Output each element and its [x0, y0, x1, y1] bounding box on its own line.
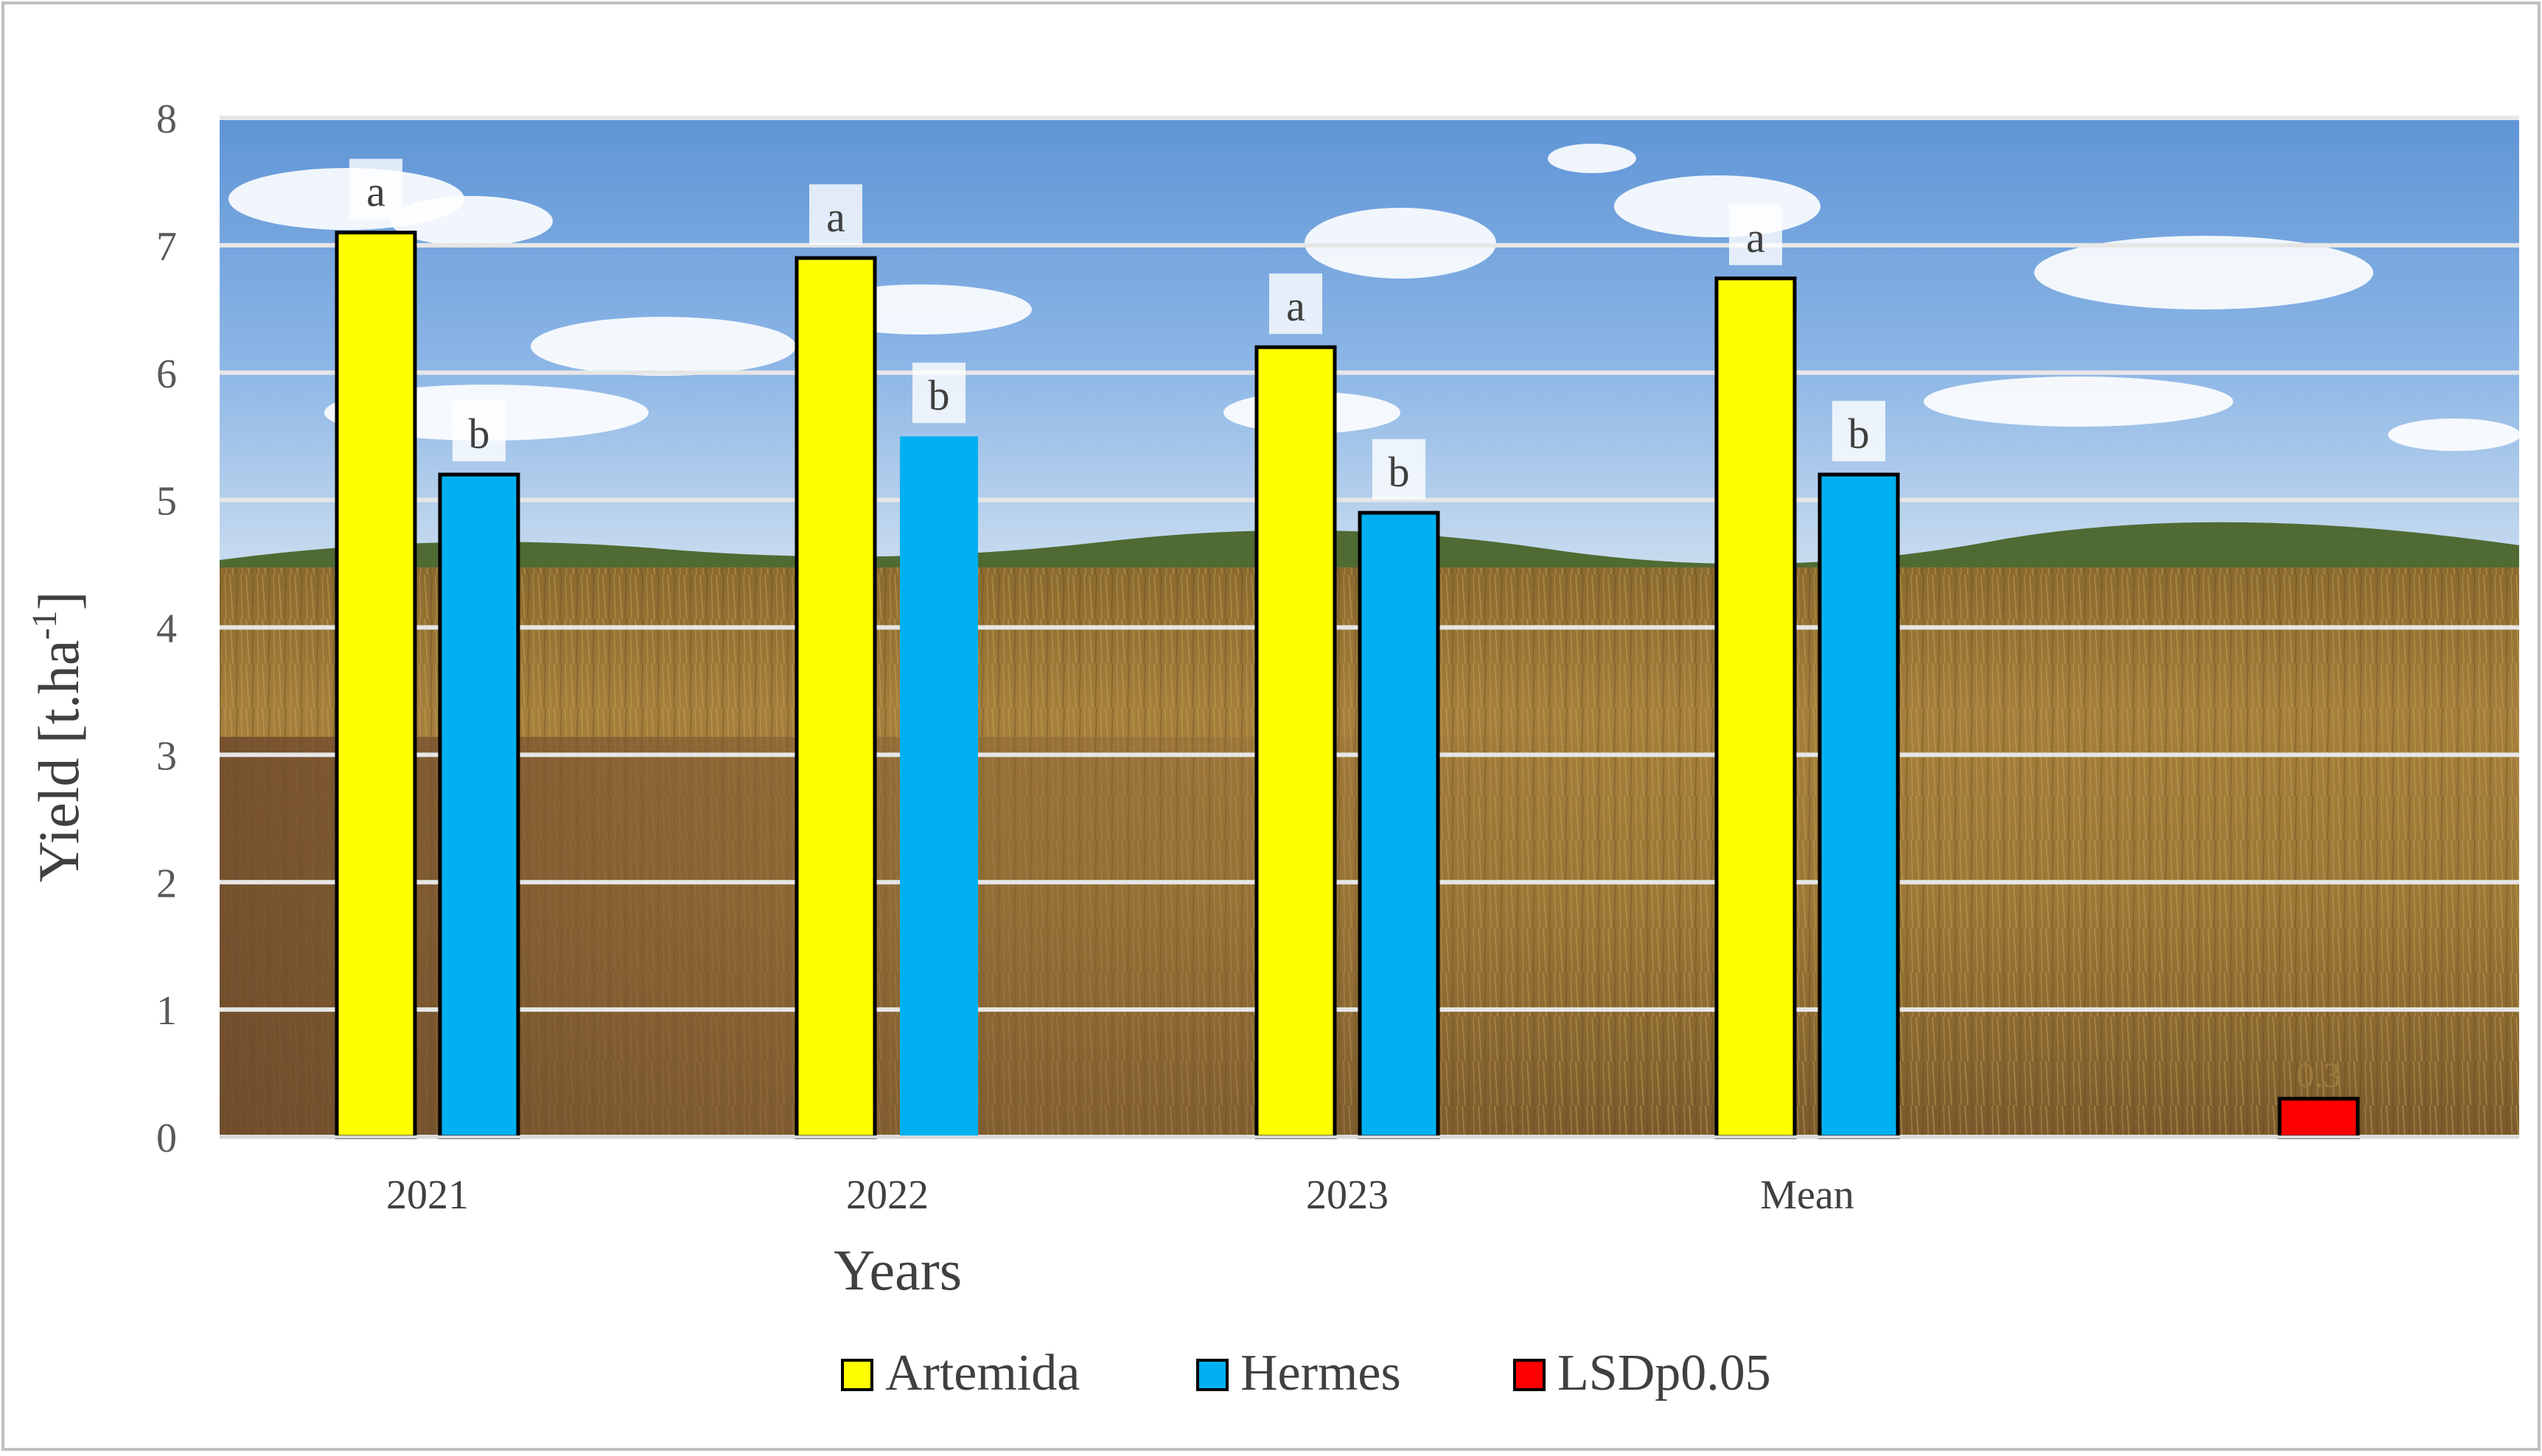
bar-artemida-2021 [335, 231, 417, 1139]
y-tick-label: 3 [156, 733, 177, 779]
x-tick-label: 2022 [846, 1172, 929, 1218]
bar-hermes-2022 [900, 436, 978, 1137]
y-tick-label: 5 [156, 479, 177, 525]
x-axis-title: Years [834, 1238, 962, 1302]
data-label-box [912, 363, 966, 424]
cloud [1614, 175, 1820, 237]
data-label: b [1389, 448, 1410, 496]
cloud [391, 196, 553, 246]
data-label-box [809, 184, 862, 245]
legend-swatch-lsdp0-05 [1513, 1359, 1546, 1391]
y-axis-title-superscript: -1 [25, 610, 64, 640]
y-tick-label: 2 [156, 861, 177, 906]
data-label: a [1746, 214, 1765, 262]
y-axis-ticks: 0 1 2 3 4 5 6 7 8 [156, 97, 177, 1161]
data-label: a [826, 193, 845, 241]
x-tick-label: 2023 [1306, 1172, 1389, 1218]
x-tick-label: 2021 [386, 1172, 469, 1218]
x-axis: 2021 2022 2023 Mean [220, 1135, 2519, 1218]
data-label-box [1729, 204, 1782, 265]
bar-artemida-2023 [1254, 345, 1337, 1139]
legend-label-hermes: Hermes [1240, 1345, 1401, 1401]
cloud [2034, 236, 2373, 309]
y-tick-label: 1 [156, 988, 177, 1034]
bar-artemida-2022 [795, 256, 877, 1139]
legend-swatch-artemida [841, 1359, 873, 1391]
bar-lsdp0-05-lsd [2277, 1096, 2360, 1139]
y-tick-label: 6 [156, 351, 177, 397]
legend-swatch-hermes [1196, 1359, 1229, 1391]
data-label: 0.3 [2297, 1056, 2341, 1095]
data-label-box [453, 401, 506, 462]
cloud [1548, 144, 1636, 173]
bar-artemida-mean [1714, 276, 1797, 1139]
y-tick-label: 4 [156, 606, 177, 652]
bar-hermes-2021 [438, 472, 520, 1139]
data-label: b [929, 371, 950, 419]
bar-hermes-mean [1818, 472, 1900, 1139]
cloud [1924, 377, 2233, 427]
data-label: a [366, 168, 385, 216]
data-label-box [1372, 438, 1425, 500]
y-axis-title-main: Yield [t.ha [27, 640, 91, 882]
bar-hermes-2023 [1358, 511, 1440, 1139]
cloud [531, 317, 796, 376]
data-labels: a a a a b b b b 0.3 [349, 158, 2341, 1095]
data-label-box [1269, 273, 1322, 335]
y-axis-title-end: ] [27, 591, 91, 610]
x-tick-label: Mean [1760, 1172, 1854, 1218]
y-tick-label: 8 [156, 97, 177, 142]
legend: Artemida Hermes LSDp0.05 [841, 1345, 1771, 1401]
cloud [2388, 419, 2521, 451]
y-tick-label: 7 [156, 224, 177, 270]
data-label: a [1286, 282, 1305, 330]
y-axis-title: Yield [t.ha-1] [25, 591, 91, 882]
bars [335, 231, 2360, 1139]
data-label-box [1832, 401, 1885, 462]
data-label: b [469, 410, 490, 458]
legend-label-artemida: Artemida [885, 1345, 1080, 1401]
legend-label-lsdp0-05: LSDp0.05 [1557, 1345, 1771, 1401]
data-label: b [1848, 410, 1870, 458]
data-label-box [349, 158, 402, 220]
y-tick-label: 0 [156, 1116, 177, 1161]
